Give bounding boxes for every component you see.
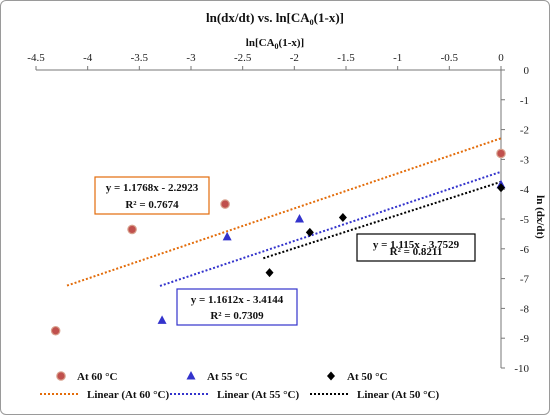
legend-trend-label: Linear (At 60 °C)	[87, 389, 169, 401]
y-tick-label: -8	[520, 303, 530, 315]
legend-trend-label: Linear (At 50 °C)	[357, 389, 439, 401]
data-point	[220, 199, 230, 209]
data-point	[496, 148, 506, 159]
data-point	[157, 315, 167, 324]
legend-marker	[186, 371, 196, 380]
legend-trend-label: Linear (At 55 °C)	[217, 389, 299, 401]
legend-marker	[327, 371, 335, 381]
x-tick-label: -1.5	[337, 52, 355, 64]
y-tick-label: -6	[520, 244, 530, 256]
trend-equation: y = 1.1612x - 3.4144	[191, 294, 284, 306]
data-point	[497, 183, 505, 193]
x-tick-label: -3	[186, 52, 196, 64]
x-tick-label: -1	[393, 52, 402, 64]
y-tick-label: -5	[520, 214, 530, 226]
x-tick-label: -4.5	[27, 52, 45, 64]
x-tick-label: -0.5	[441, 52, 459, 64]
y-tick-label: -3	[520, 154, 530, 166]
x-axis-title: ln[CA0(1-x)]	[246, 37, 304, 51]
data-point	[295, 214, 304, 223]
legend-marker	[56, 371, 66, 381]
y-tick-label: 0	[524, 65, 530, 77]
trend-equation: y = 1.1768x - 2.2923	[106, 182, 199, 194]
equation-box	[356, 233, 476, 262]
y-tick-label: -9	[520, 333, 530, 345]
legend-label: At 50 °C	[347, 371, 388, 383]
x-tick-label: -3.5	[131, 52, 149, 64]
data-point	[265, 268, 274, 278]
legend-label: At 55 °C	[207, 371, 248, 383]
x-tick-label: -4	[83, 52, 93, 64]
legend-label: At 60 °C	[77, 371, 118, 383]
x-tick-label: 0	[498, 52, 504, 64]
trend-equation: y = 1.115x - 3.7529	[373, 239, 460, 251]
trendline	[159, 170, 502, 287]
data-point	[305, 227, 314, 237]
equation-box	[94, 176, 210, 215]
x-tick-label: -2.5	[234, 52, 252, 64]
trendline	[263, 180, 502, 260]
y-tick-label: -4	[520, 184, 530, 196]
r-squared: R² = 0.7674	[125, 199, 179, 211]
y-tick-label: -7	[520, 274, 530, 286]
r-squared: R² = 0.7309	[210, 310, 264, 322]
r-squared: R² = 0.8211	[390, 246, 443, 258]
data-point	[222, 231, 232, 241]
y-tick-label: -1	[520, 95, 529, 107]
equation-box	[176, 288, 298, 326]
data-point	[338, 213, 347, 223]
chart-title: ln(dx/dt) vs. ln[CA0(1-x)]	[206, 10, 344, 27]
x-tick-label: -2	[290, 52, 299, 64]
data-point	[127, 224, 137, 235]
data-point	[50, 325, 61, 336]
y-tick-label: -2	[520, 125, 529, 137]
y-axis-title: ln (dx/dt)	[534, 195, 546, 239]
y-tick-label: -10	[514, 363, 529, 375]
trendline	[66, 137, 502, 287]
